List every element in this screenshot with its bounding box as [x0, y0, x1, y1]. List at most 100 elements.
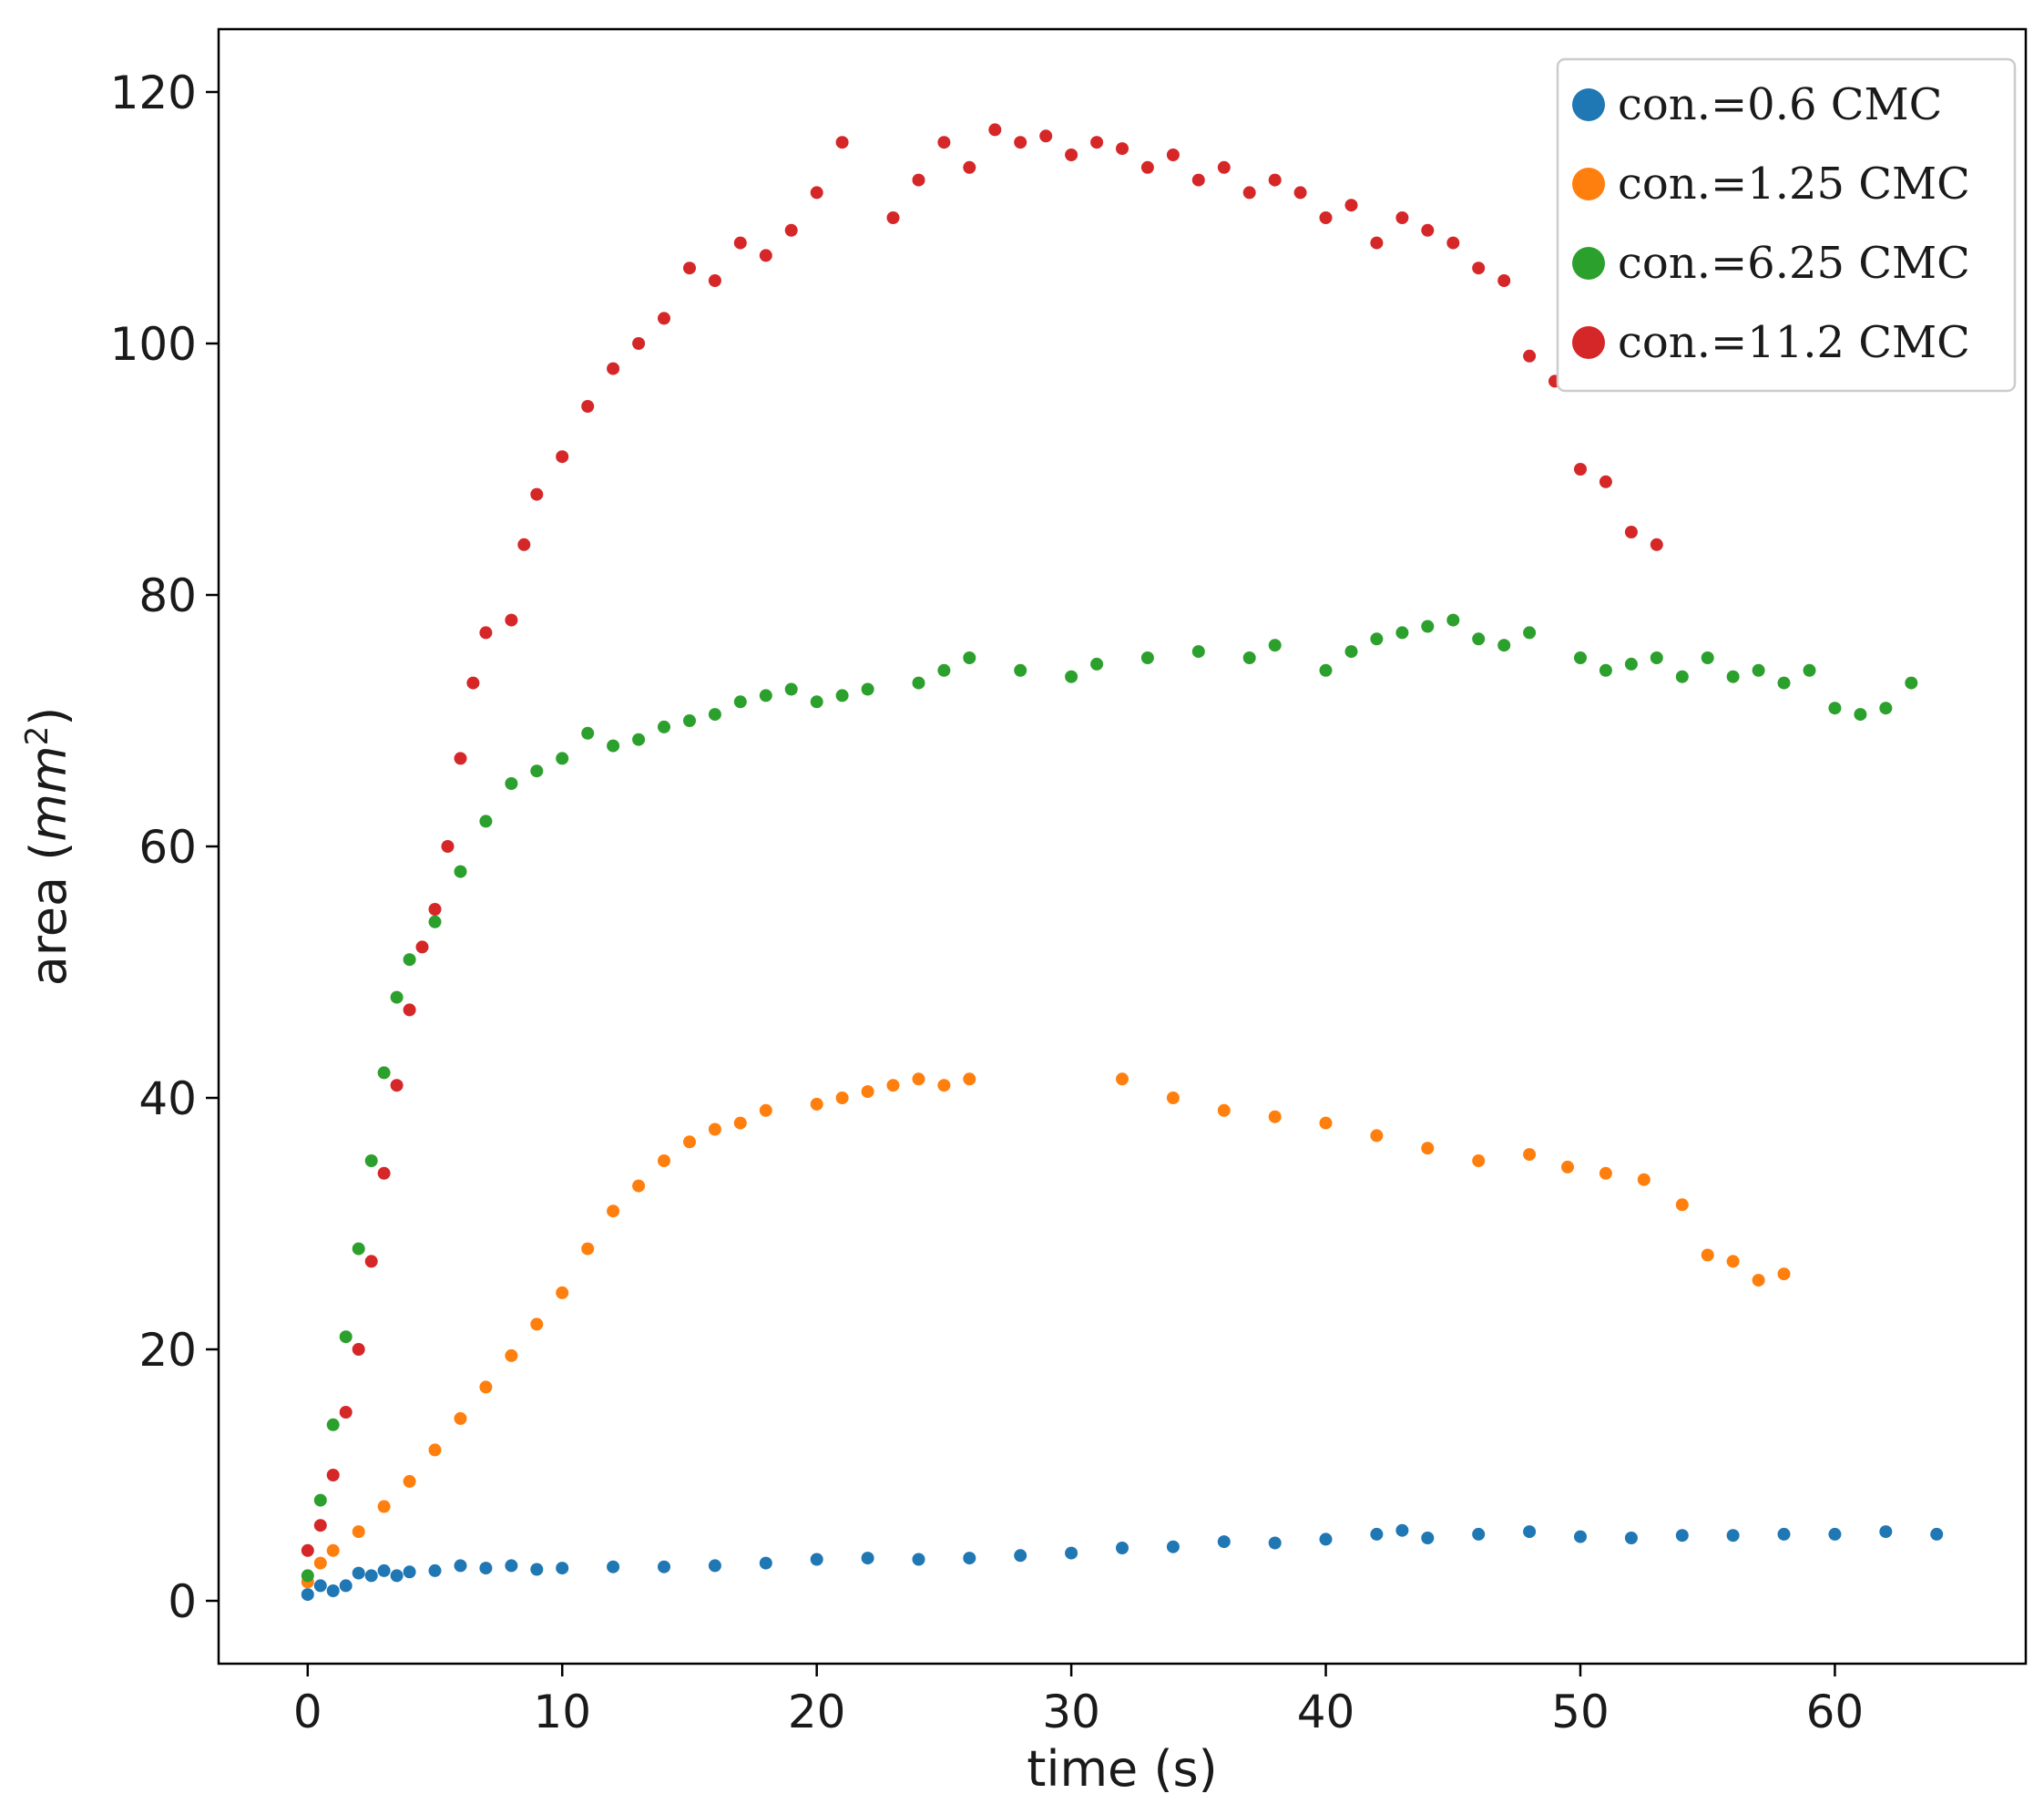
data-point — [1624, 1532, 1638, 1544]
data-point — [313, 1579, 327, 1593]
data-point — [505, 613, 518, 627]
data-point — [326, 1584, 340, 1597]
data-point — [632, 733, 646, 746]
data-point — [632, 1179, 646, 1193]
data-point — [1370, 236, 1384, 250]
data-point — [1905, 676, 1918, 690]
data-point — [759, 689, 772, 702]
data-point — [784, 682, 798, 696]
data-point — [1624, 657, 1638, 671]
data-point — [963, 651, 976, 664]
y-tick-label: 120 — [110, 67, 197, 119]
data-point — [313, 1556, 327, 1570]
legend-label: con.=0.6 CMC — [1618, 79, 1942, 130]
data-point — [1140, 651, 1154, 664]
y-tick-label: 100 — [110, 318, 197, 371]
data-point — [1574, 651, 1587, 664]
data-point — [1395, 211, 1409, 224]
data-point — [1726, 1255, 1740, 1268]
data-point — [556, 752, 569, 765]
data-point — [1701, 1248, 1714, 1262]
legend: con.=0.6 CMC con.=1.25 CMC con.=6.25 CMC co… — [1556, 57, 2017, 393]
data-point — [364, 1154, 378, 1167]
data-point — [556, 1562, 569, 1575]
data-point — [428, 915, 442, 928]
data-point — [364, 1255, 378, 1268]
data-point — [352, 1525, 365, 1539]
legend-marker — [1572, 247, 1605, 280]
data-point — [937, 1079, 951, 1092]
data-point — [326, 1543, 340, 1557]
data-point — [454, 1411, 467, 1425]
x-tick-label: 20 — [788, 1686, 846, 1738]
data-point — [1065, 149, 1078, 161]
data-point — [1344, 199, 1358, 212]
data-point — [1701, 651, 1714, 664]
y-tick-label: 20 — [138, 1324, 197, 1377]
y-axis-ticks: 0 20 40 60 80 100 120 — [110, 67, 219, 1628]
data-point — [1523, 626, 1537, 640]
data-point — [1599, 663, 1612, 677]
x-tick-label: 40 — [1297, 1686, 1355, 1738]
data-point — [1777, 1267, 1791, 1281]
data-point — [364, 1569, 378, 1583]
series-4 — [301, 123, 1663, 1557]
data-point — [352, 1566, 365, 1580]
data-point — [301, 1543, 314, 1557]
data-point — [658, 1560, 670, 1573]
data-point — [1637, 1173, 1651, 1186]
data-point — [1191, 173, 1205, 187]
data-point — [861, 1085, 874, 1099]
data-point — [1421, 620, 1435, 633]
data-point — [339, 1330, 353, 1344]
data-point — [466, 676, 480, 690]
data-point — [658, 312, 670, 325]
data-point — [505, 777, 518, 790]
data-point — [1472, 261, 1486, 275]
data-point — [1574, 463, 1587, 476]
legend-label: con.=6.25 CMC — [1618, 238, 1970, 289]
data-point — [759, 1103, 772, 1117]
data-point — [1395, 626, 1409, 640]
x-tick-label: 50 — [1551, 1686, 1610, 1738]
data-point — [390, 1569, 404, 1583]
data-point — [861, 1552, 874, 1565]
data-point — [454, 1559, 467, 1573]
data-point — [339, 1406, 353, 1419]
data-point — [428, 903, 442, 916]
data-point — [1166, 1540, 1180, 1553]
data-point — [1268, 1110, 1282, 1123]
data-point — [1090, 136, 1104, 149]
data-point — [632, 337, 646, 350]
data-point — [1854, 708, 1867, 722]
data-point — [1828, 702, 1842, 715]
series-1 — [301, 1523, 1944, 1602]
data-point — [1319, 1532, 1333, 1546]
data-point — [1675, 670, 1689, 683]
data-point — [1319, 663, 1333, 677]
data-point — [415, 940, 429, 954]
y-tick-label: 40 — [138, 1072, 197, 1125]
data-point — [1242, 651, 1256, 664]
data-point — [428, 1443, 442, 1457]
x-tick-label: 10 — [533, 1686, 591, 1738]
x-axis-ticks: 0 10 20 30 40 50 60 — [293, 1664, 1864, 1738]
data-point — [530, 1317, 544, 1331]
data-point — [683, 714, 696, 727]
data-point — [1752, 1274, 1765, 1287]
data-point — [556, 1286, 569, 1299]
data-point — [912, 1072, 925, 1086]
data-point — [912, 173, 925, 187]
data-point — [1446, 236, 1460, 250]
data-point — [313, 1493, 327, 1507]
data-point — [1879, 702, 1893, 715]
y-tick-label: 60 — [138, 821, 197, 874]
data-point — [988, 123, 1002, 137]
data-point — [658, 1154, 670, 1167]
data-point — [937, 136, 951, 149]
data-point — [441, 840, 455, 853]
data-point — [1561, 1160, 1574, 1174]
data-point — [759, 249, 772, 262]
data-point — [479, 1562, 493, 1575]
